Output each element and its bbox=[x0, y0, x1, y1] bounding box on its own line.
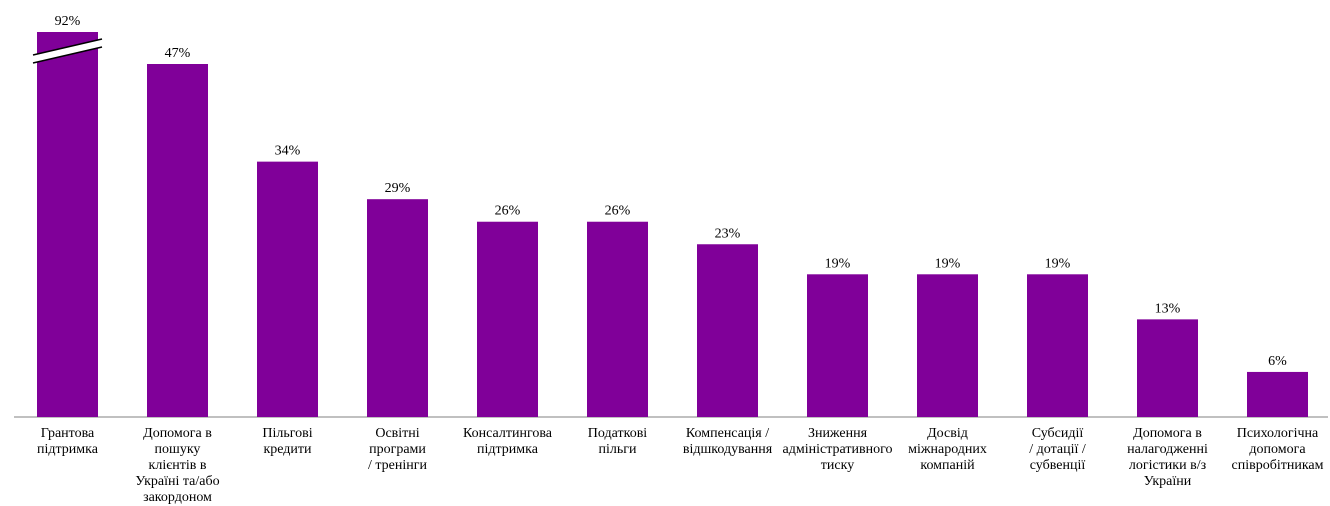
value-label-2: 34% bbox=[275, 144, 301, 159]
category-label-8: Досвід міжнародних компаній bbox=[908, 426, 987, 473]
category-label-10: Допомога в налагодженні логістики в/з Украї… bbox=[1127, 426, 1208, 489]
category-label-5: Податкові пільги bbox=[588, 426, 648, 457]
value-label-9: 19% bbox=[1045, 256, 1071, 271]
bar-3 bbox=[367, 199, 428, 417]
category-label-9: Субсидії / дотації / субвенції bbox=[1029, 426, 1086, 473]
value-label-7: 19% bbox=[825, 256, 851, 271]
value-label-10: 13% bbox=[1155, 301, 1181, 316]
bar-4 bbox=[477, 221, 538, 417]
category-label-1: Допомога в пошуку клієнтів в Україні та/або… bbox=[135, 426, 219, 505]
bar-10 bbox=[1137, 319, 1198, 417]
value-label-3: 29% bbox=[385, 181, 411, 196]
category-label-11: Психологічна допомога співробітникам bbox=[1232, 426, 1324, 473]
value-label-4: 26% bbox=[495, 204, 521, 219]
value-label-8: 19% bbox=[935, 256, 961, 271]
bar-9 bbox=[1027, 274, 1088, 417]
value-label-11: 6% bbox=[1268, 354, 1287, 369]
category-label-2: Пільгові кредити bbox=[262, 426, 312, 457]
value-label-1: 47% bbox=[165, 46, 191, 61]
value-label-0: 92% bbox=[55, 14, 81, 29]
bar-1 bbox=[147, 64, 208, 417]
value-label-6: 23% bbox=[715, 226, 741, 241]
bar-5 bbox=[587, 221, 648, 417]
category-label-3: Освітні програми / тренінги bbox=[368, 426, 428, 473]
value-label-5: 26% bbox=[605, 204, 631, 219]
bar-7 bbox=[807, 274, 868, 417]
bar-0 bbox=[37, 32, 98, 417]
category-label-0: Грантова підтримка bbox=[37, 426, 99, 457]
bar-6 bbox=[697, 244, 758, 417]
category-label-4: Консалтингова підтримка bbox=[463, 426, 553, 457]
bar-11 bbox=[1247, 371, 1308, 417]
category-label-6: Компенсація / відшкодування bbox=[683, 426, 773, 457]
axis-break-mark bbox=[32, 38, 103, 64]
bar-2 bbox=[257, 161, 318, 417]
bar-8 bbox=[917, 274, 978, 417]
category-label-7: Зниження адміністративного тиску bbox=[783, 426, 893, 473]
